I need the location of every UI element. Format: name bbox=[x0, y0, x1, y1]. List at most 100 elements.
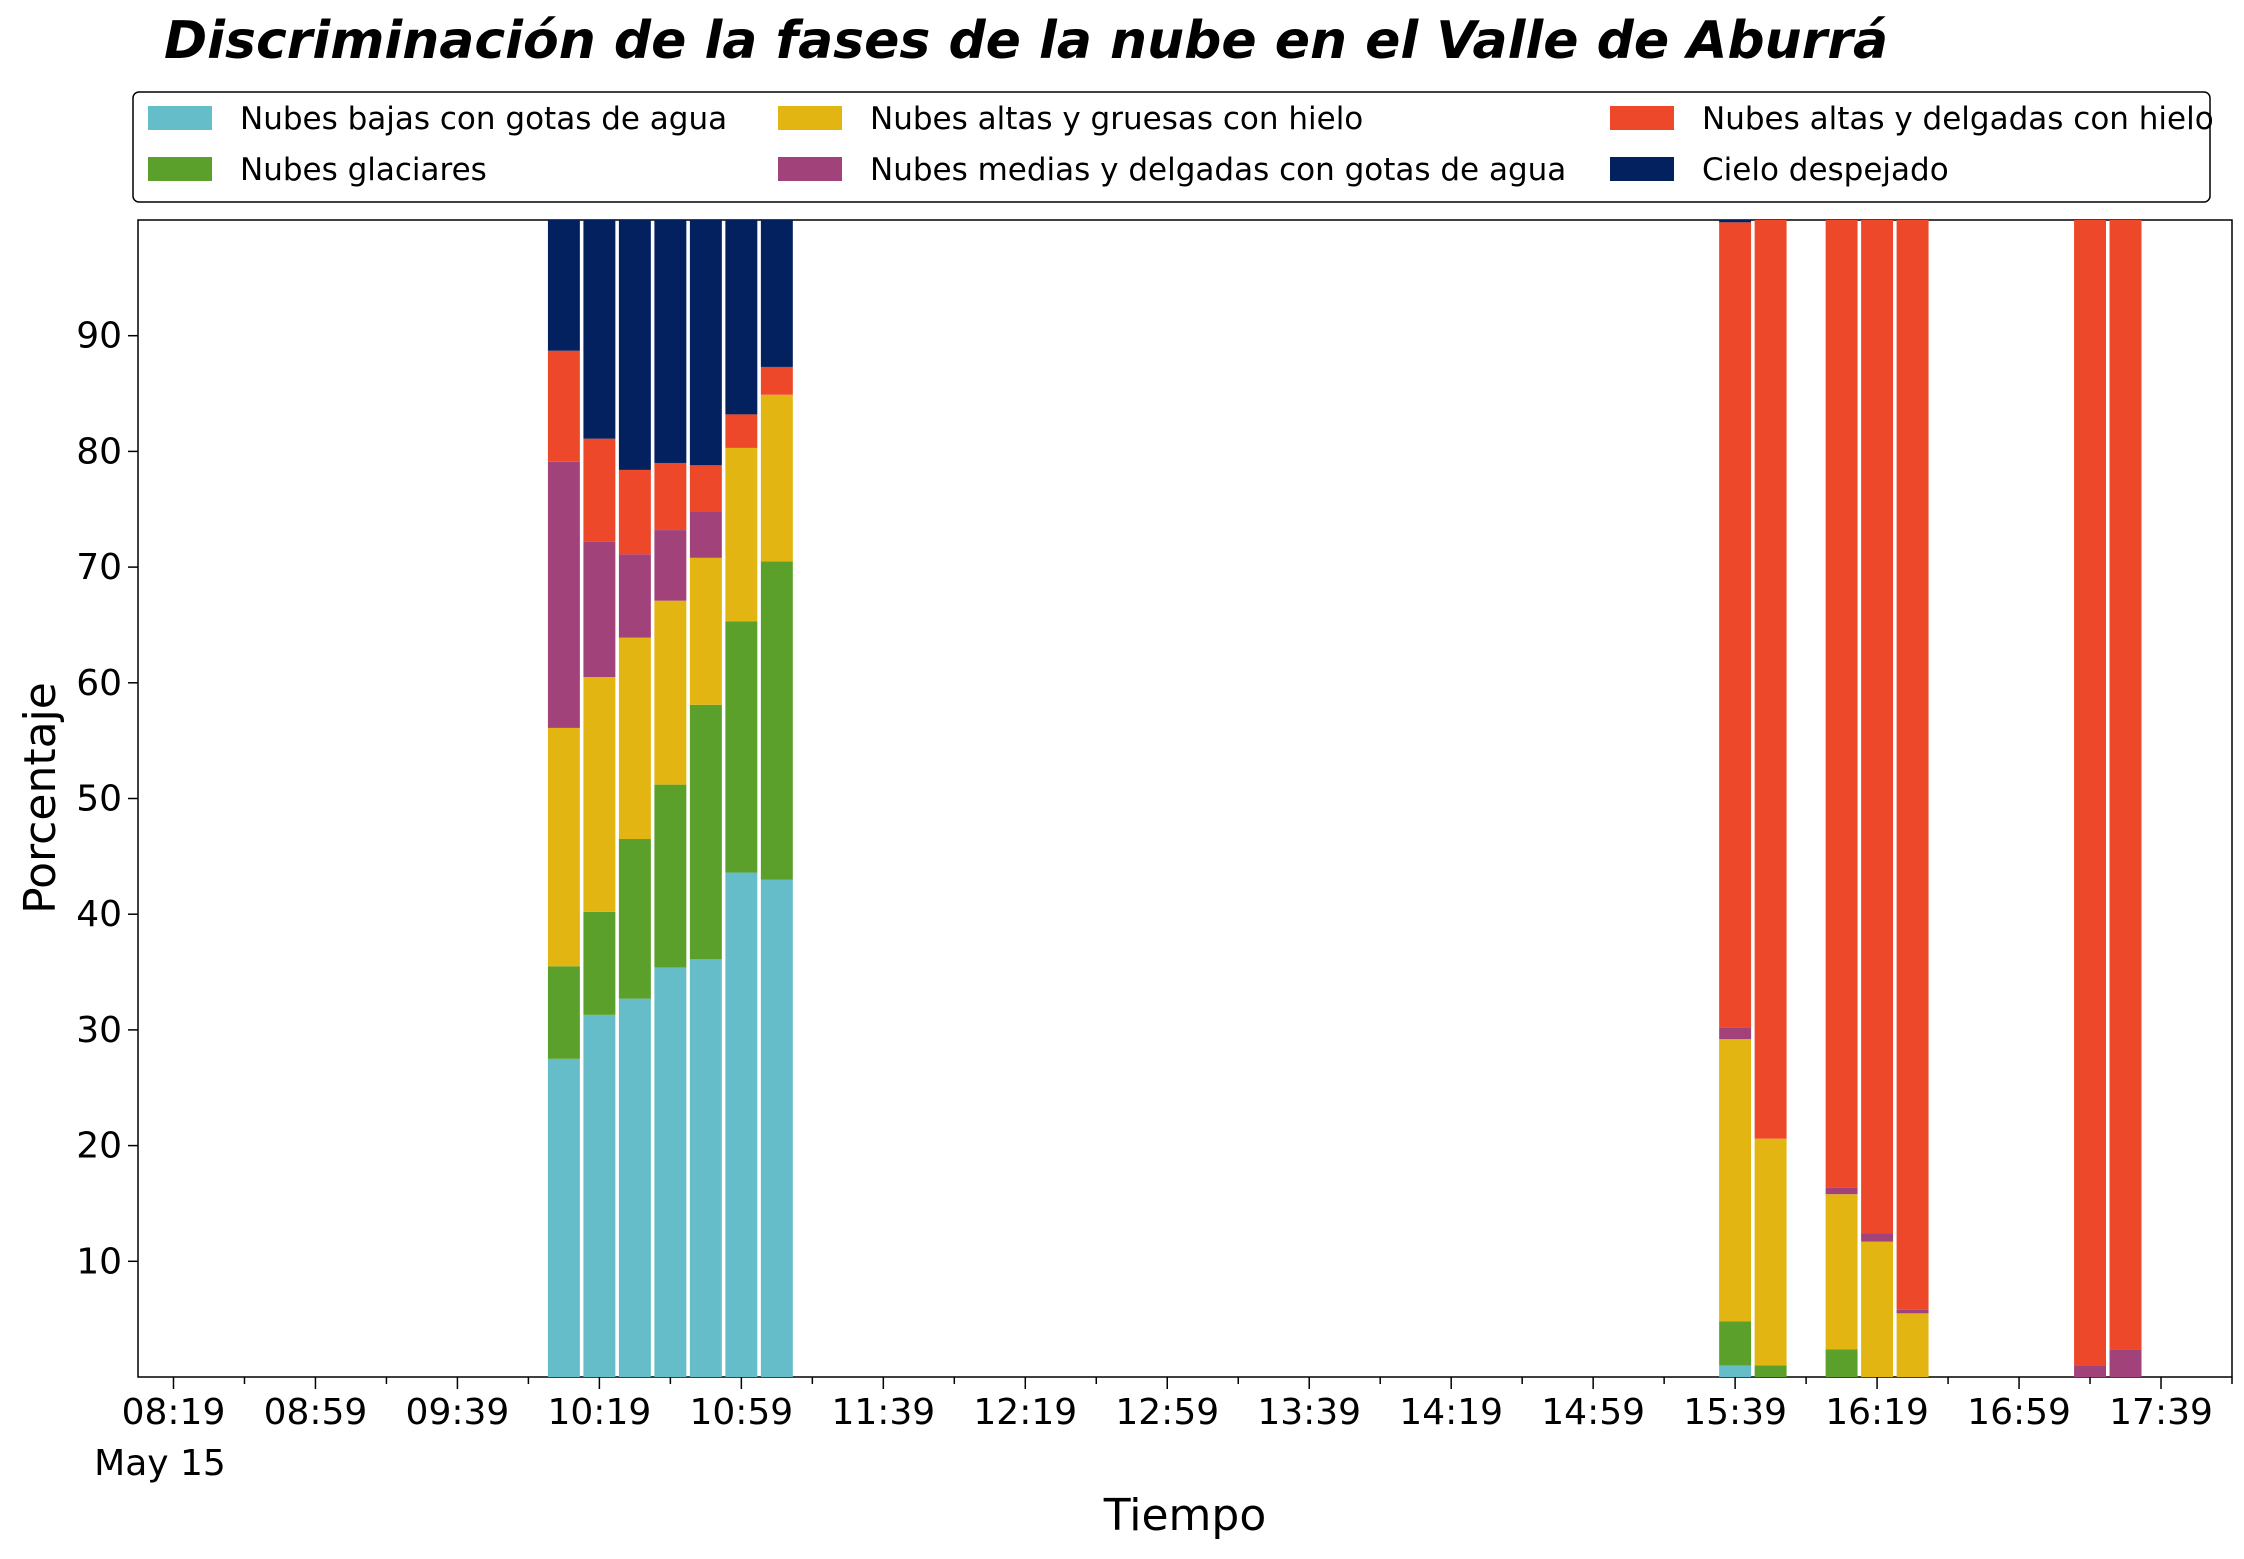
x-axis-label: Tiempo bbox=[1103, 1490, 1267, 1541]
bar-segment-1009-s0 bbox=[547, 1058, 580, 1377]
bar-segment-1049-s1 bbox=[689, 704, 722, 960]
legend-label: Nubes glaciares bbox=[240, 152, 487, 188]
bar-segment-1009-s4 bbox=[547, 350, 580, 462]
bar-segment-1629-s4 bbox=[1896, 220, 1929, 1310]
x-axis: 08:19 08:59 09:39 10:19 10:59 11:39 12:19 12:59… bbox=[122, 1377, 2233, 1433]
bar-segment-1029-s0 bbox=[618, 998, 651, 1377]
legend-swatch bbox=[148, 157, 212, 181]
bar-segment-1549-s2 bbox=[1754, 1138, 1787, 1366]
bar-segment-1039-s1 bbox=[654, 784, 687, 968]
bar-segment-1009-s3 bbox=[547, 461, 580, 728]
x-tick-label: 12:59 bbox=[1115, 1392, 1219, 1433]
chart-title: Discriminación de la fases de la nube en… bbox=[164, 11, 1888, 71]
bar-segment-1619-s4 bbox=[1861, 220, 1894, 1234]
bar-segment-1009-s5 bbox=[547, 220, 580, 351]
legend-label: Nubes medias y delgadas con gotas de agu… bbox=[870, 152, 1566, 188]
bar-segment-1009-s2 bbox=[547, 727, 580, 967]
x-tick-label: 09:39 bbox=[406, 1392, 510, 1433]
bar-segment-1019-s2 bbox=[583, 677, 616, 912]
bar-segment-1609-s1 bbox=[1825, 1349, 1858, 1377]
bar-segment-1609-s2 bbox=[1825, 1194, 1858, 1350]
bar-segment-1549-s1 bbox=[1754, 1365, 1787, 1377]
bar-segment-1629-s2 bbox=[1896, 1313, 1929, 1377]
legend: Nubes bajas con gotas de agua Nubes glaci… bbox=[132, 91, 2214, 203]
x-tick-label: 15:39 bbox=[1683, 1392, 1787, 1433]
bar-segment-1049-s2 bbox=[689, 557, 722, 705]
x-tick-label: 16:59 bbox=[1967, 1392, 2071, 1433]
x-tick-label: 08:59 bbox=[264, 1392, 368, 1433]
x-tick-label: 16:19 bbox=[1825, 1392, 1929, 1433]
legend-swatch bbox=[778, 157, 842, 181]
bar-segment-1019-s3 bbox=[583, 541, 616, 678]
bar-segment-1539-s2 bbox=[1719, 1039, 1752, 1322]
bar-segment-1059-s5 bbox=[725, 220, 758, 415]
bar-segment-1609-s4 bbox=[1825, 220, 1858, 1188]
legend-label: Nubes altas y gruesas con hielo bbox=[870, 101, 1363, 137]
x-tick-label: 14:19 bbox=[1399, 1392, 1503, 1433]
x-tick-label: 10:19 bbox=[548, 1392, 652, 1433]
x-tick-label: 17:39 bbox=[2109, 1392, 2213, 1433]
x-tick-label: 11:39 bbox=[831, 1392, 935, 1433]
y-tick-label: 70 bbox=[76, 547, 122, 588]
x-axis-date-label: May 15 bbox=[94, 1443, 226, 1484]
y-tick-label: 30 bbox=[76, 1010, 122, 1051]
bar-segment-1049-s5 bbox=[689, 220, 722, 466]
bar-segment-1549-s4 bbox=[1754, 220, 1787, 1139]
legend-label: Cielo despejado bbox=[1702, 152, 1949, 188]
bar-segment-1109-s1 bbox=[760, 561, 793, 880]
bar-segment-1729-s4 bbox=[2109, 220, 2142, 1350]
bar-segment-1059-s4 bbox=[725, 414, 758, 448]
legend-label: Nubes altas y delgadas con hielo bbox=[1702, 101, 2214, 137]
bar-segment-1619-s2 bbox=[1861, 1241, 1894, 1377]
x-tick-label: 08:19 bbox=[122, 1392, 226, 1433]
x-tick-label: 14:59 bbox=[1541, 1392, 1645, 1433]
x-tick-label: 13:39 bbox=[1257, 1392, 1361, 1433]
bar-segment-1059-s2 bbox=[725, 447, 758, 622]
bar-segment-1539-s1 bbox=[1719, 1321, 1752, 1366]
bar-segment-1029-s2 bbox=[618, 637, 651, 839]
y-tick-label: 20 bbox=[76, 1126, 122, 1167]
bar-segment-1539-s4 bbox=[1719, 222, 1752, 1028]
y-tick-label: 80 bbox=[76, 431, 122, 472]
bar-segment-1719-s3 bbox=[2074, 1365, 2106, 1377]
bar-segment-1029-s4 bbox=[618, 469, 651, 555]
bar-segment-1049-s4 bbox=[689, 465, 722, 512]
bar-segment-1019-s0 bbox=[583, 1014, 616, 1377]
y-tick-label: 60 bbox=[76, 663, 122, 704]
y-tick-label: 90 bbox=[76, 316, 122, 357]
bar-segment-1539-s5 bbox=[1719, 220, 1752, 223]
legend-label: Nubes bajas con gotas de agua bbox=[240, 101, 727, 137]
bar-segment-1039-s0 bbox=[654, 967, 687, 1377]
legend-swatch bbox=[778, 106, 842, 130]
bar-segment-1059-s0 bbox=[725, 872, 758, 1377]
y-axis: 10 20 30 40 50 60 70 80 90 bbox=[76, 316, 138, 1282]
legend-swatch bbox=[148, 106, 212, 130]
bar-segment-1019-s5 bbox=[583, 220, 616, 439]
bar-segment-1719-s4 bbox=[2074, 220, 2106, 1366]
bar-segment-1039-s2 bbox=[654, 600, 687, 785]
bar-segment-1049-s3 bbox=[689, 511, 722, 558]
x-tick-label: 10:59 bbox=[689, 1392, 793, 1433]
bar-segment-1019-s1 bbox=[583, 911, 616, 1015]
bar-segment-1539-s0 bbox=[1719, 1365, 1752, 1377]
bar-segment-1009-s1 bbox=[547, 966, 580, 1059]
bar-segment-1029-s3 bbox=[618, 554, 651, 638]
bar-segment-1059-s1 bbox=[725, 621, 758, 873]
bar-segment-1609-s3 bbox=[1825, 1187, 1858, 1195]
legend-swatch bbox=[1610, 106, 1674, 130]
y-axis-label: Porcentaje bbox=[15, 682, 66, 914]
bar-segment-1619-s3 bbox=[1861, 1233, 1894, 1242]
bar-segment-1109-s4 bbox=[760, 366, 793, 395]
bar-segment-1039-s3 bbox=[654, 530, 687, 601]
bar-segment-1029-s1 bbox=[618, 839, 651, 999]
y-tick-label: 50 bbox=[76, 779, 122, 820]
x-tick-label: 12:19 bbox=[973, 1392, 1077, 1433]
bar-segment-1539-s3 bbox=[1719, 1027, 1752, 1040]
y-tick-label: 40 bbox=[76, 894, 122, 935]
bar-segment-1629-s3 bbox=[1896, 1309, 1929, 1314]
bar-segment-1109-s2 bbox=[760, 394, 793, 562]
legend-frame bbox=[132, 91, 2211, 203]
bar-segment-1019-s4 bbox=[583, 438, 616, 542]
bar-segment-1039-s4 bbox=[654, 462, 687, 531]
